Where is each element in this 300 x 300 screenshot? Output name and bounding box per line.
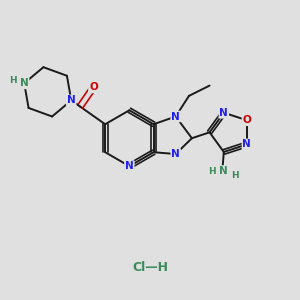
Text: N: N [67,95,76,105]
Text: N: N [125,161,134,171]
Text: N: N [171,112,180,122]
Text: N: N [171,149,180,159]
Text: N: N [242,140,251,149]
Text: H: H [208,167,216,176]
Text: N: N [219,166,228,176]
Text: O: O [242,115,251,125]
Text: Cl—H: Cl—H [132,261,168,274]
Text: H: H [9,76,17,85]
Text: N: N [219,108,228,118]
Text: N: N [20,78,28,88]
Text: O: O [89,82,98,92]
Text: H: H [231,171,238,180]
